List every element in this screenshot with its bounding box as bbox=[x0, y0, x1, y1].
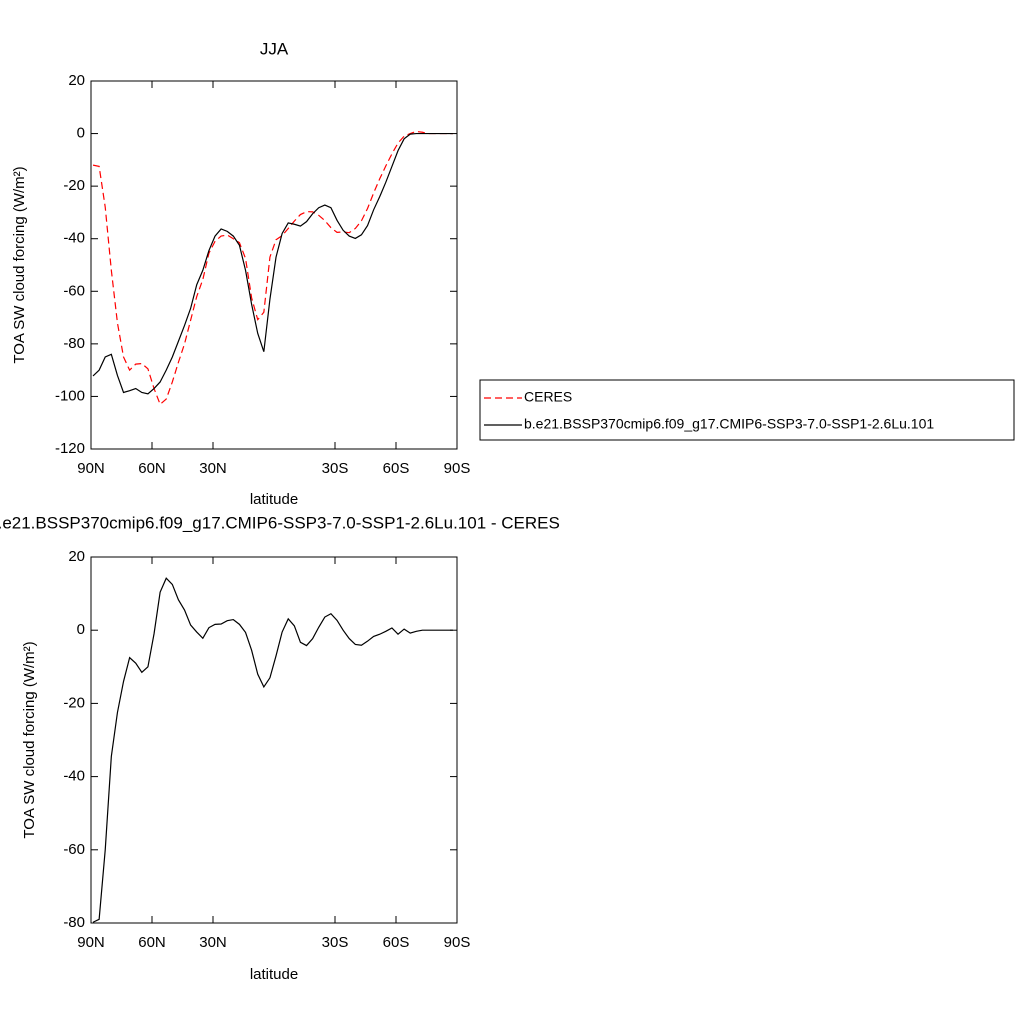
x-tick-label: 90N bbox=[77, 934, 105, 951]
legend-label: CERES bbox=[524, 389, 572, 405]
plot-frame bbox=[90, 80, 458, 450]
x-tick-label: 90N bbox=[77, 460, 105, 477]
x-tick-label: 60N bbox=[138, 934, 166, 951]
y-tick-label: -40 bbox=[63, 230, 85, 247]
y-tick-label: -20 bbox=[63, 694, 85, 711]
x-tick-label: 90S bbox=[444, 934, 471, 951]
y-tick-label: 0 bbox=[77, 621, 85, 638]
y-tick-label: 20 bbox=[68, 548, 85, 565]
chart-title: JJA bbox=[260, 39, 289, 58]
legend-box bbox=[479, 379, 1015, 441]
x-tick-label: 60N bbox=[138, 460, 166, 477]
data-line bbox=[92, 130, 453, 406]
x-tick-label: 60S bbox=[383, 934, 410, 951]
x-tick-label: 30N bbox=[199, 460, 227, 477]
y-axis-label: TOA SW cloud forcing (W/m²) bbox=[11, 166, 28, 363]
data-line bbox=[92, 132, 453, 395]
y-tick-label: -40 bbox=[63, 768, 85, 785]
legend-label: b.e21.BSSP370cmip6.f09_g17.CMIP6-SSP3-7.… bbox=[524, 416, 934, 432]
y-tick-label: -100 bbox=[55, 387, 85, 404]
chart-title: b.e21.BSSP370cmip6.f09_g17.CMIP6-SSP3-7.… bbox=[0, 513, 560, 532]
y-tick-label: -80 bbox=[63, 335, 85, 352]
y-tick-label: -20 bbox=[63, 177, 85, 194]
y-tick-label: -120 bbox=[55, 440, 85, 457]
x-tick-label: 30S bbox=[322, 934, 349, 951]
y-tick-label: 20 bbox=[68, 72, 85, 89]
x-tick-label: 90S bbox=[444, 460, 471, 477]
plot-frame bbox=[90, 556, 458, 924]
y-axis-label: TOA SW cloud forcing (W/m²) bbox=[21, 641, 38, 838]
x-tick-label: 30S bbox=[322, 460, 349, 477]
y-tick-label: -60 bbox=[63, 282, 85, 299]
x-axis-label: latitude bbox=[250, 491, 298, 508]
y-tick-label: 0 bbox=[77, 125, 85, 142]
x-axis-label: latitude bbox=[250, 966, 298, 983]
x-tick-label: 60S bbox=[383, 460, 410, 477]
y-tick-label: -60 bbox=[63, 841, 85, 858]
data-line bbox=[92, 577, 453, 923]
x-tick-label: 30N bbox=[199, 934, 227, 951]
y-tick-label: -80 bbox=[63, 914, 85, 931]
